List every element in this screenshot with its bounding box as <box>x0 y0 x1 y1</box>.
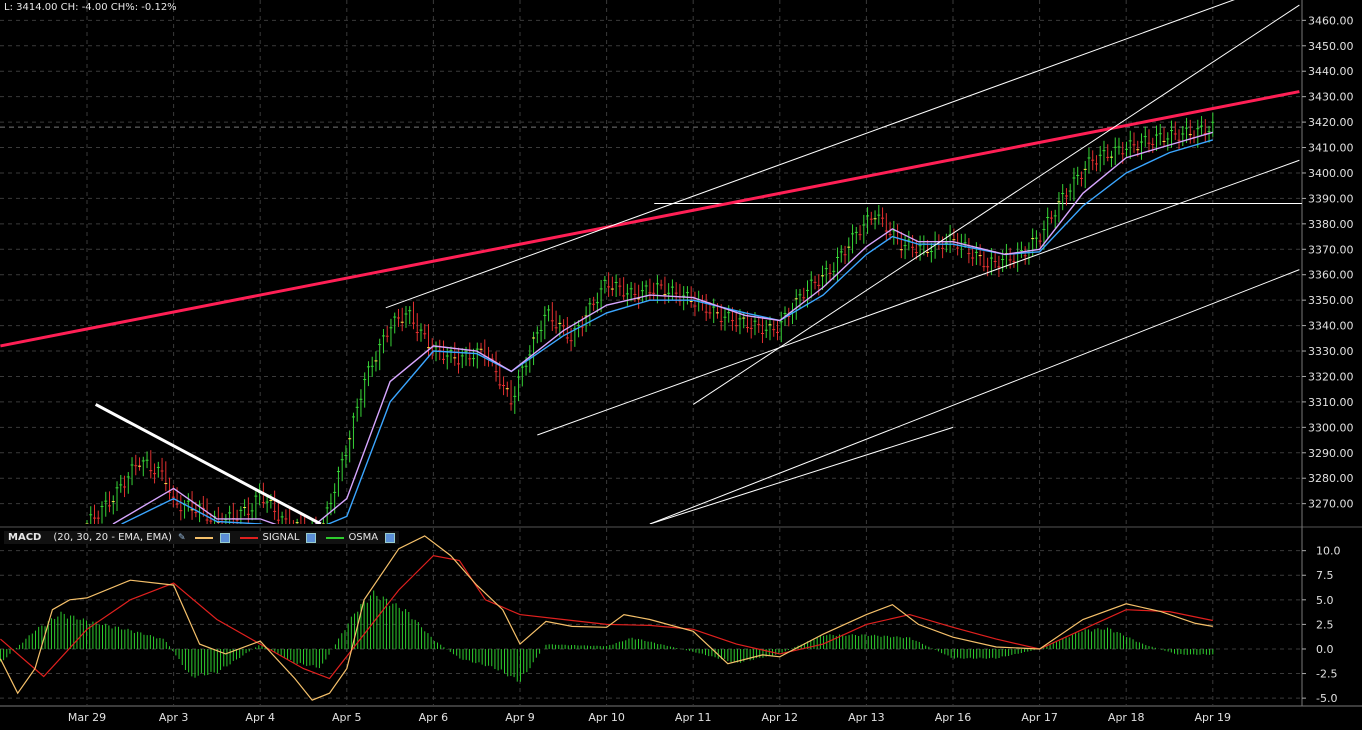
tool-icon[interactable]: ✎ <box>177 532 186 543</box>
price-panel <box>0 0 1302 524</box>
price-tick-label: 3270.00 <box>1308 498 1354 511</box>
macd-tick-label: 2.5 <box>1316 618 1334 631</box>
x-tick-label: Apr 17 <box>1021 711 1058 724</box>
x-tick-label: Apr 11 <box>675 711 712 724</box>
macd-title: MACD <box>8 532 42 543</box>
quote-readout: L: 3414.00 CH: -4.00 CH%: -0.12% <box>4 2 177 13</box>
trend-line <box>649 269 1300 524</box>
price-tick-label: 3370.00 <box>1308 243 1354 256</box>
macd-tick-label: -2.5 <box>1316 668 1337 681</box>
price-tick-label: 3360.00 <box>1308 269 1354 282</box>
price-tick-label: 3460.00 <box>1308 14 1354 27</box>
osma-label: OSMA <box>348 532 379 543</box>
price-tick-label: 3310.00 <box>1308 396 1354 409</box>
trend-line <box>537 159 1300 436</box>
trend-line <box>385 0 1235 309</box>
price-tick-label: 3350.00 <box>1308 294 1354 307</box>
x-tick-label: Apr 6 <box>419 711 449 724</box>
price-tick-label: 3390.00 <box>1308 192 1354 205</box>
signal-label: SIGNAL <box>262 532 300 543</box>
price-tick-label: 3420.00 <box>1308 116 1354 129</box>
trend-line <box>692 4 1300 405</box>
signal-line <box>0 554 1213 680</box>
x-tick-label: Apr 10 <box>588 711 625 724</box>
x-tick-label: Apr 5 <box>332 711 362 724</box>
macd-line <box>0 535 1213 701</box>
price-tick-label: 3340.00 <box>1308 320 1354 333</box>
price-tick-label: 3430.00 <box>1308 91 1354 104</box>
macd-tick-label: 0.0 <box>1316 643 1334 656</box>
macd-tick-label: 7.5 <box>1316 569 1334 582</box>
trend-line <box>649 426 954 524</box>
trend-line <box>94 403 322 524</box>
price-tick-label: 3280.00 <box>1308 472 1354 485</box>
price-tick-label: 3320.00 <box>1308 370 1354 383</box>
price-tick-label: 3300.00 <box>1308 421 1354 434</box>
x-tick-label: Apr 9 <box>505 711 535 724</box>
x-tick-label: Apr 19 <box>1195 711 1232 724</box>
osma-checkbox[interactable] <box>385 532 396 543</box>
price-tick-label: 3290.00 <box>1308 447 1354 460</box>
macd-tick-label: 10.0 <box>1316 545 1341 558</box>
x-tick-label: Apr 4 <box>245 711 275 724</box>
ema-slow-line <box>121 139 1213 524</box>
price-tick-label: 3400.00 <box>1308 167 1354 180</box>
x-tick-label: Apr 3 <box>159 711 189 724</box>
price-tick-label: 3380.00 <box>1308 218 1354 231</box>
macd-checkbox[interactable] <box>220 532 231 543</box>
price-tick-label: 3410.00 <box>1308 142 1354 155</box>
price-tick-label: 3450.00 <box>1308 40 1354 53</box>
x-tick-label: Apr 18 <box>1108 711 1145 724</box>
signal-checkbox[interactable] <box>306 532 317 543</box>
macd-tick-label: 5.0 <box>1316 594 1334 607</box>
macd-swatch <box>195 536 214 539</box>
macd-legend: MACD (20, 30, 20 - EMA, EMA) ✎ SIGNAL OS… <box>4 531 400 544</box>
macd-tick-label: -5.0 <box>1316 692 1337 705</box>
x-tick-label: Apr 12 <box>762 711 799 724</box>
osma-swatch <box>326 536 345 539</box>
price-tick-label: 3330.00 <box>1308 345 1354 358</box>
macd-params: (20, 30, 20 - EMA, EMA) <box>53 532 172 543</box>
x-tick-label: Apr 16 <box>935 711 972 724</box>
signal-swatch <box>240 536 259 539</box>
trend-line <box>0 90 1300 348</box>
price-tick-label: 3440.00 <box>1308 65 1354 78</box>
x-tick-label: Apr 13 <box>848 711 885 724</box>
x-tick-label: Mar 29 <box>68 711 106 724</box>
